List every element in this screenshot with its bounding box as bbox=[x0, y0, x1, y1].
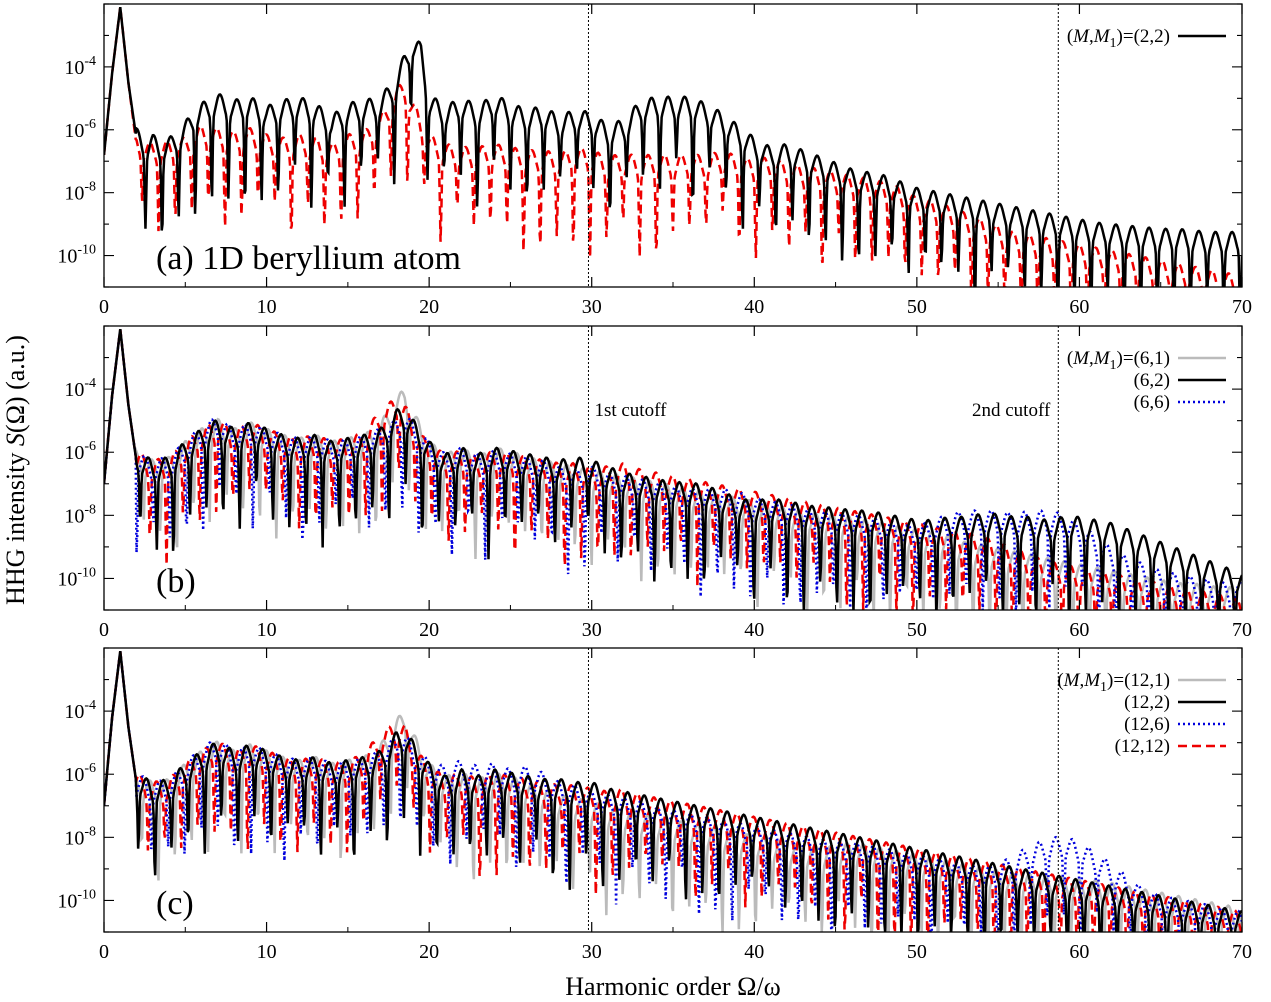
x-tick-label: 50 bbox=[907, 619, 927, 641]
series-red-dashed-line bbox=[104, 329, 1242, 610]
y-tick-label: 10-10 bbox=[57, 565, 96, 590]
x-tick-label: 70 bbox=[1232, 941, 1252, 963]
y-tick-label: 10-6 bbox=[64, 439, 96, 464]
series-12-2-line bbox=[104, 651, 1242, 932]
x-tick-label: 40 bbox=[744, 941, 764, 963]
y-tick-label: 10-6 bbox=[64, 117, 96, 142]
legend-entry-label: (12,6) bbox=[1124, 714, 1170, 735]
y-tick-label: 10-4 bbox=[64, 376, 96, 401]
x-tick-label: 40 bbox=[744, 619, 764, 641]
x-tick-label: 0 bbox=[99, 296, 109, 318]
panel-a: 0 10 20 30 40 50 60 70 10-10 10-8 10-6 10-4 (a) 1D b… bbox=[57, 3, 1252, 318]
first-cutoff-label: 1st cutoff bbox=[594, 400, 667, 421]
x-tick-label: 30 bbox=[582, 619, 602, 641]
x-tick-label: 10 bbox=[257, 619, 277, 641]
series-6-6-line bbox=[104, 329, 1242, 610]
series-12-12-line bbox=[104, 651, 1242, 932]
y-axis-title: HHG intensity S(Ω) (a.u.) bbox=[1, 335, 30, 605]
panel-label: (c) bbox=[156, 885, 194, 922]
y-tick-label: 10-4 bbox=[64, 54, 96, 79]
legend-entry-label: (6,6) bbox=[1134, 392, 1170, 413]
x-tick-label: 10 bbox=[257, 941, 277, 963]
legend-entry-label: (M,M1)=(6,1) bbox=[1067, 348, 1170, 373]
legend-entry-label: (M,M1)=(2,2) bbox=[1067, 26, 1170, 51]
x-tick-label: 0 bbox=[99, 941, 109, 963]
x-tick-label: 20 bbox=[419, 296, 439, 318]
legend-entry-label: (12,2) bbox=[1124, 692, 1170, 713]
y-tick-label: 10-4 bbox=[64, 698, 96, 723]
x-tick-label: 60 bbox=[1069, 619, 1089, 641]
plot-area bbox=[104, 651, 1242, 932]
panel-c: 0 10 20 30 40 50 60 70 10-10 10-8 10-6 10-4 (c) (M,M1… bbox=[57, 647, 1252, 963]
x-tick-label: 30 bbox=[582, 941, 602, 963]
y-tick-label: 10-10 bbox=[57, 243, 96, 268]
x-tick-label: 0 bbox=[99, 619, 109, 641]
panel-label: (b) bbox=[156, 563, 196, 600]
legend-entry-label: (6,2) bbox=[1134, 370, 1170, 391]
legend-entry-label: (12,12) bbox=[1115, 736, 1170, 757]
series-6-2-line bbox=[104, 329, 1242, 610]
y-tick-label: 10-10 bbox=[57, 887, 96, 912]
x-tick-label: 30 bbox=[582, 296, 602, 318]
second-cutoff-label: 2nd cutoff bbox=[972, 400, 1051, 421]
x-tick-label: 50 bbox=[907, 296, 927, 318]
x-tick-label: 40 bbox=[744, 296, 764, 318]
y-tick-label: 10-8 bbox=[64, 502, 96, 527]
x-tick-label: 50 bbox=[907, 941, 927, 963]
y-tick-label: 10-8 bbox=[64, 824, 96, 849]
plot-area bbox=[104, 329, 1242, 610]
legend-entry-label: (M,M1)=(12,1) bbox=[1057, 670, 1170, 695]
x-tick-label: 60 bbox=[1069, 941, 1089, 963]
x-tick-label: 70 bbox=[1232, 296, 1252, 318]
y-tick-label: 10-8 bbox=[64, 180, 96, 205]
x-tick-label: 20 bbox=[419, 941, 439, 963]
x-tick-label: 70 bbox=[1232, 619, 1252, 641]
series-12-1-line bbox=[104, 651, 1242, 932]
y-tick-label: 10-6 bbox=[64, 761, 96, 786]
series-2-2-line bbox=[104, 6, 1242, 287]
panel-b: 0 10 20 30 40 50 60 70 10-10 10-8 10-6 10-4 (b) 1st c… bbox=[57, 325, 1252, 641]
plot-area bbox=[104, 6, 1242, 287]
panel-label: (a) 1D beryllium atom bbox=[156, 240, 461, 277]
x-tick-label: 10 bbox=[257, 296, 277, 318]
x-tick-label: 20 bbox=[419, 619, 439, 641]
x-tick-label: 60 bbox=[1069, 296, 1089, 318]
x-axis-title: Harmonic order Ω/ω bbox=[565, 972, 780, 1001]
